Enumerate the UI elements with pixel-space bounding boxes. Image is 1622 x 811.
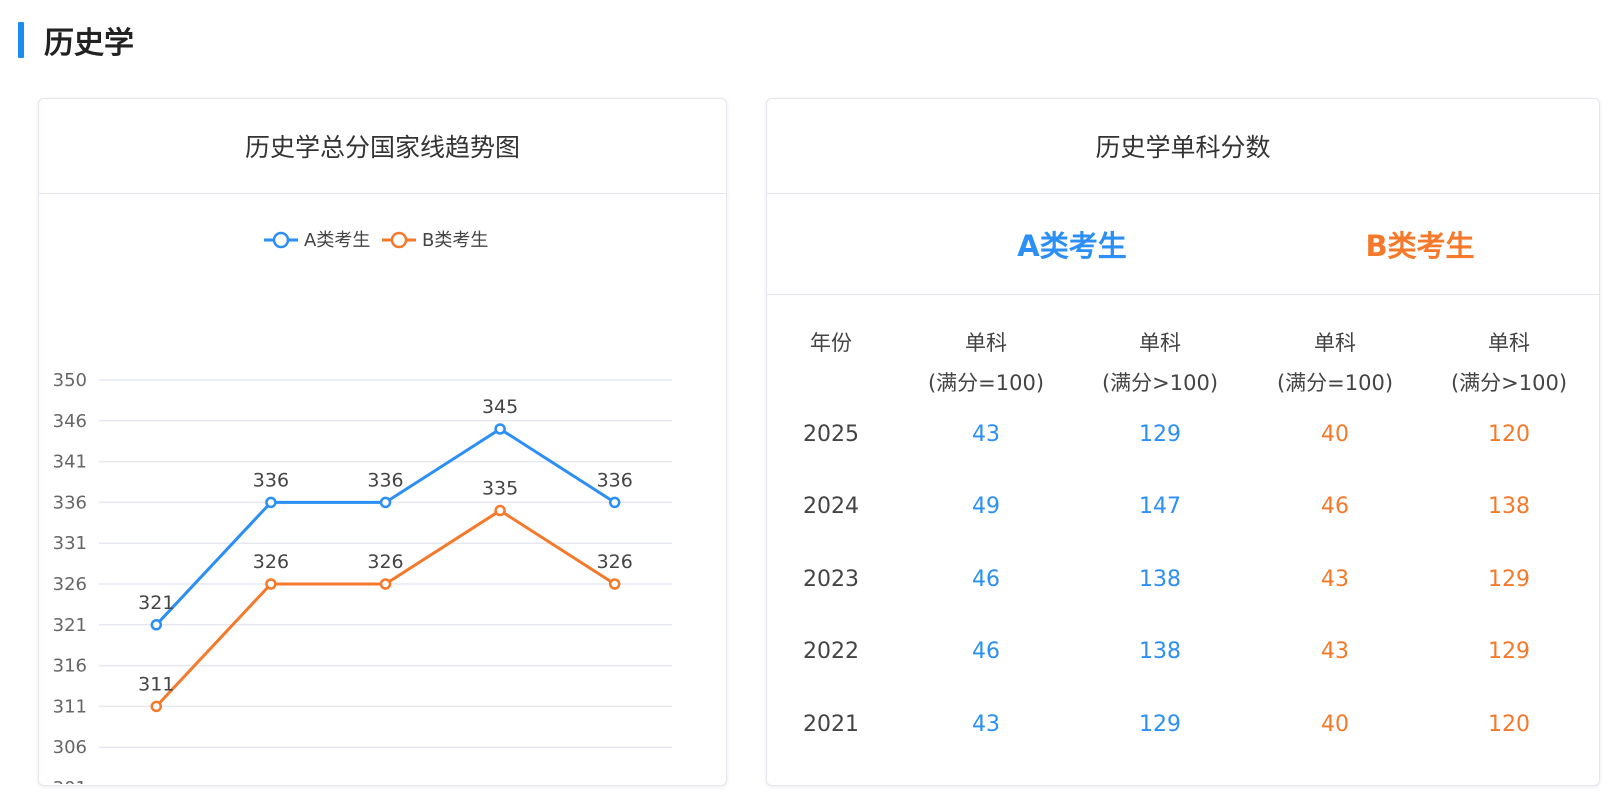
y-tick-label: 350: [53, 370, 87, 391]
table-body: 2025 43 129 40 120 2024 49 147 46 138 20…: [767, 403, 1599, 773]
column-header-line2: (满分=100): [927, 371, 1045, 395]
column-header-row: 年份 单科 (满分=100) 单科 (满分>100) 单科 (满分=100) 单…: [767, 295, 1599, 403]
column-header-line1: 单科: [1313, 331, 1356, 355]
series-line-b: [155, 509, 616, 708]
table-row: 2022 46 138 43 129: [767, 632, 1599, 672]
table-panel-title: 历史学单科分数: [767, 99, 1599, 194]
table-row: 2023 46 138 43 129: [767, 560, 1599, 600]
data-label: 336: [367, 469, 403, 491]
y-tick-label: 346: [53, 411, 87, 432]
cell-year: 2021: [803, 712, 859, 737]
column-header-b-over100: 单科 (满分>100): [1451, 323, 1567, 403]
cell-year: 2025: [803, 422, 859, 447]
cell-b-full100: 46: [1321, 494, 1349, 519]
category-row: A类考生 B类考生: [767, 194, 1599, 295]
cell-b-full100: 40: [1321, 712, 1349, 737]
cell-a-full100: 43: [972, 422, 1000, 447]
cell-b-full100: 40: [1321, 422, 1349, 447]
column-header-line1: 年份: [810, 331, 852, 355]
cell-a-over100: 147: [1139, 494, 1181, 519]
data-label: 311: [138, 673, 174, 695]
data-point: [494, 423, 506, 435]
y-tick-label: 316: [53, 656, 87, 677]
data-point: [608, 496, 621, 509]
column-header-line1: 单科: [1138, 331, 1181, 355]
cell-b-over100: 120: [1488, 422, 1530, 447]
series-line-a: [155, 427, 616, 626]
y-tick-label: 336: [53, 492, 87, 513]
y-tick-label: 331: [53, 533, 87, 554]
data-point: [608, 578, 621, 590]
y-tick-label: 311: [53, 696, 87, 717]
cell-a-over100: 138: [1139, 567, 1181, 592]
data-point: [150, 700, 163, 713]
cell-b-full100: 43: [1321, 567, 1349, 592]
y-tick-label: 321: [53, 615, 87, 636]
y-tick-label: 301: [53, 778, 87, 784]
column-header-b-full100: 单科 (满分=100): [1277, 323, 1393, 403]
data-label: 345: [482, 396, 518, 418]
data-point: [379, 496, 392, 509]
table-panel: 历史学单科分数 A类考生 B类考生 年份 单科 (满分=100) 单科 (满分>…: [766, 98, 1600, 786]
legend-swatch-marker: [390, 231, 408, 249]
cell-a-full100: 43: [972, 712, 1000, 737]
data-point: [494, 504, 506, 517]
cell-a-full100: 46: [972, 639, 1000, 664]
legend-swatch-marker: [272, 231, 290, 249]
cell-b-over100: 138: [1488, 494, 1530, 519]
cell-year: 2023: [803, 567, 859, 592]
cell-b-over100: 120: [1488, 712, 1530, 737]
column-header-a-full100: 单科 (满分=100): [928, 323, 1044, 403]
cell-year: 2024: [803, 494, 859, 519]
cell-year: 2022: [803, 639, 859, 664]
cell-a-over100: 129: [1139, 712, 1181, 737]
data-label: 336: [253, 469, 289, 491]
chart-panel-title: 历史学总分国家线趋势图: [39, 99, 726, 194]
cell-a-over100: 138: [1139, 639, 1181, 664]
data-label: 336: [597, 469, 633, 491]
column-header-line2: (满分=100): [1276, 371, 1394, 395]
cell-a-over100: 129: [1139, 422, 1181, 447]
data-label: 326: [367, 551, 403, 573]
section-accent-bar: [18, 22, 24, 58]
section-header: 历史学: [18, 22, 134, 61]
cell-a-full100: 46: [972, 567, 1000, 592]
cell-b-over100: 129: [1488, 567, 1530, 592]
data-point: [265, 578, 277, 590]
legend-label: A类考生: [304, 230, 370, 251]
chart-panel: 历史学总分国家线趋势图 301 306 311 316 321 326 331 336 341 3…: [38, 98, 727, 786]
y-tick-label: 326: [53, 574, 87, 595]
data-label: 326: [253, 551, 289, 573]
y-tick-label: 306: [53, 737, 87, 758]
category-b-label: B类考生: [1365, 229, 1475, 263]
data-label: 326: [597, 551, 633, 573]
column-header-line1: 单科: [1487, 331, 1530, 355]
legend-label: B类考生: [422, 230, 488, 251]
cell-a-full100: 49: [972, 494, 1000, 519]
column-header-line2: (满分>100): [1450, 371, 1568, 395]
data-point: [379, 578, 392, 590]
cell-b-over100: 129: [1488, 639, 1530, 664]
data-point: [265, 496, 277, 509]
column-header-line2: (满分>100): [1101, 371, 1219, 395]
column-header-year: 年份: [810, 323, 852, 363]
table-row: 2024 49 147 46 138: [767, 487, 1599, 527]
column-header-line1: 单科: [964, 331, 1007, 355]
data-label: 321: [138, 592, 174, 614]
table-row: 2021 43 129 40 120: [767, 705, 1599, 745]
category-a-label: A类考生: [1017, 229, 1127, 263]
section-title: 历史学: [44, 26, 134, 61]
data-label: 335: [482, 478, 518, 500]
y-tick-label: 341: [53, 452, 87, 473]
cell-b-full100: 43: [1321, 639, 1349, 664]
trend-line-chart: 3013063113163213263313363413463502021202…: [53, 230, 672, 784]
data-point: [150, 619, 163, 631]
table-row: 2025 43 129 40 120: [767, 415, 1599, 455]
column-header-a-over100: 单科 (满分>100): [1102, 323, 1218, 403]
